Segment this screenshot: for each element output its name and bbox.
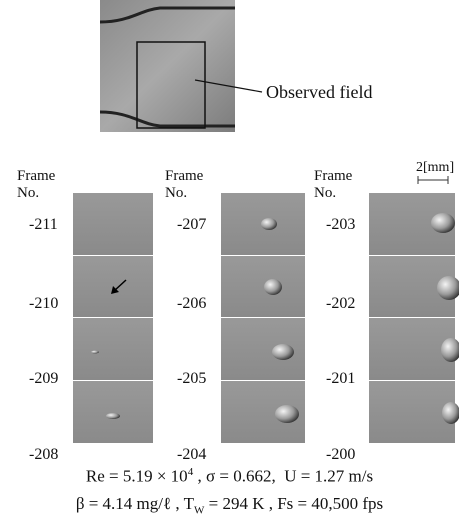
frame-number: -204 bbox=[177, 446, 206, 464]
figure: Observed field 2[mm] Re = 5.19 × 104 , σ… bbox=[0, 0, 459, 525]
caption-line: Re = 5.19 × 104 , σ = 0.662, U = 1.27 m/… bbox=[0, 466, 459, 487]
figure-graphics bbox=[0, 0, 459, 525]
frame-number: -203 bbox=[326, 216, 355, 234]
caption-text: = 294 K , Fs = 40,500 fps bbox=[204, 494, 383, 513]
frame-header: Frame bbox=[17, 168, 55, 185]
frame-header: No. bbox=[165, 185, 187, 202]
frame-photo bbox=[221, 256, 305, 317]
bubble bbox=[261, 218, 277, 230]
channel-photo bbox=[100, 0, 262, 132]
frame-number: -210 bbox=[29, 295, 58, 313]
bubble bbox=[431, 213, 455, 233]
frame-number: -207 bbox=[177, 216, 206, 234]
caption-text: , σ = 0.662, U = 1.27 m/s bbox=[193, 467, 373, 486]
frame-header: Frame bbox=[314, 168, 352, 185]
frame-number: -206 bbox=[177, 295, 206, 313]
bubble bbox=[275, 405, 299, 423]
frame-header: Frame bbox=[165, 168, 203, 185]
frame-number: -209 bbox=[29, 370, 58, 388]
caption-line: β = 4.14 mg/ℓ , TW = 294 K , Fs = 40,500… bbox=[0, 494, 459, 516]
caption-text: Re = 5.19 × 10 bbox=[86, 467, 188, 486]
scale-label: 2[mm] bbox=[416, 160, 454, 176]
frame-photos bbox=[73, 193, 459, 444]
bubble bbox=[106, 413, 120, 419]
bubble bbox=[91, 351, 99, 354]
frame-number: -201 bbox=[326, 370, 355, 388]
caption-text: β = 4.14 mg/ℓ , T bbox=[76, 494, 194, 513]
frame-photo bbox=[73, 381, 153, 443]
frame-header: No. bbox=[314, 185, 336, 202]
scale-bar bbox=[418, 176, 448, 184]
bubble bbox=[264, 279, 282, 295]
frame-photo bbox=[73, 193, 153, 255]
frame-photo bbox=[73, 318, 153, 380]
frame-header: No. bbox=[17, 185, 39, 202]
caption-sub: W bbox=[194, 504, 204, 516]
frame-number: -211 bbox=[29, 216, 58, 234]
field-label: Observed field bbox=[266, 82, 372, 103]
bubble bbox=[272, 344, 294, 360]
frame-number: -205 bbox=[177, 370, 206, 388]
frame-number: -202 bbox=[326, 295, 355, 313]
frame-number: -208 bbox=[29, 446, 58, 464]
frame-number: -200 bbox=[326, 446, 355, 464]
